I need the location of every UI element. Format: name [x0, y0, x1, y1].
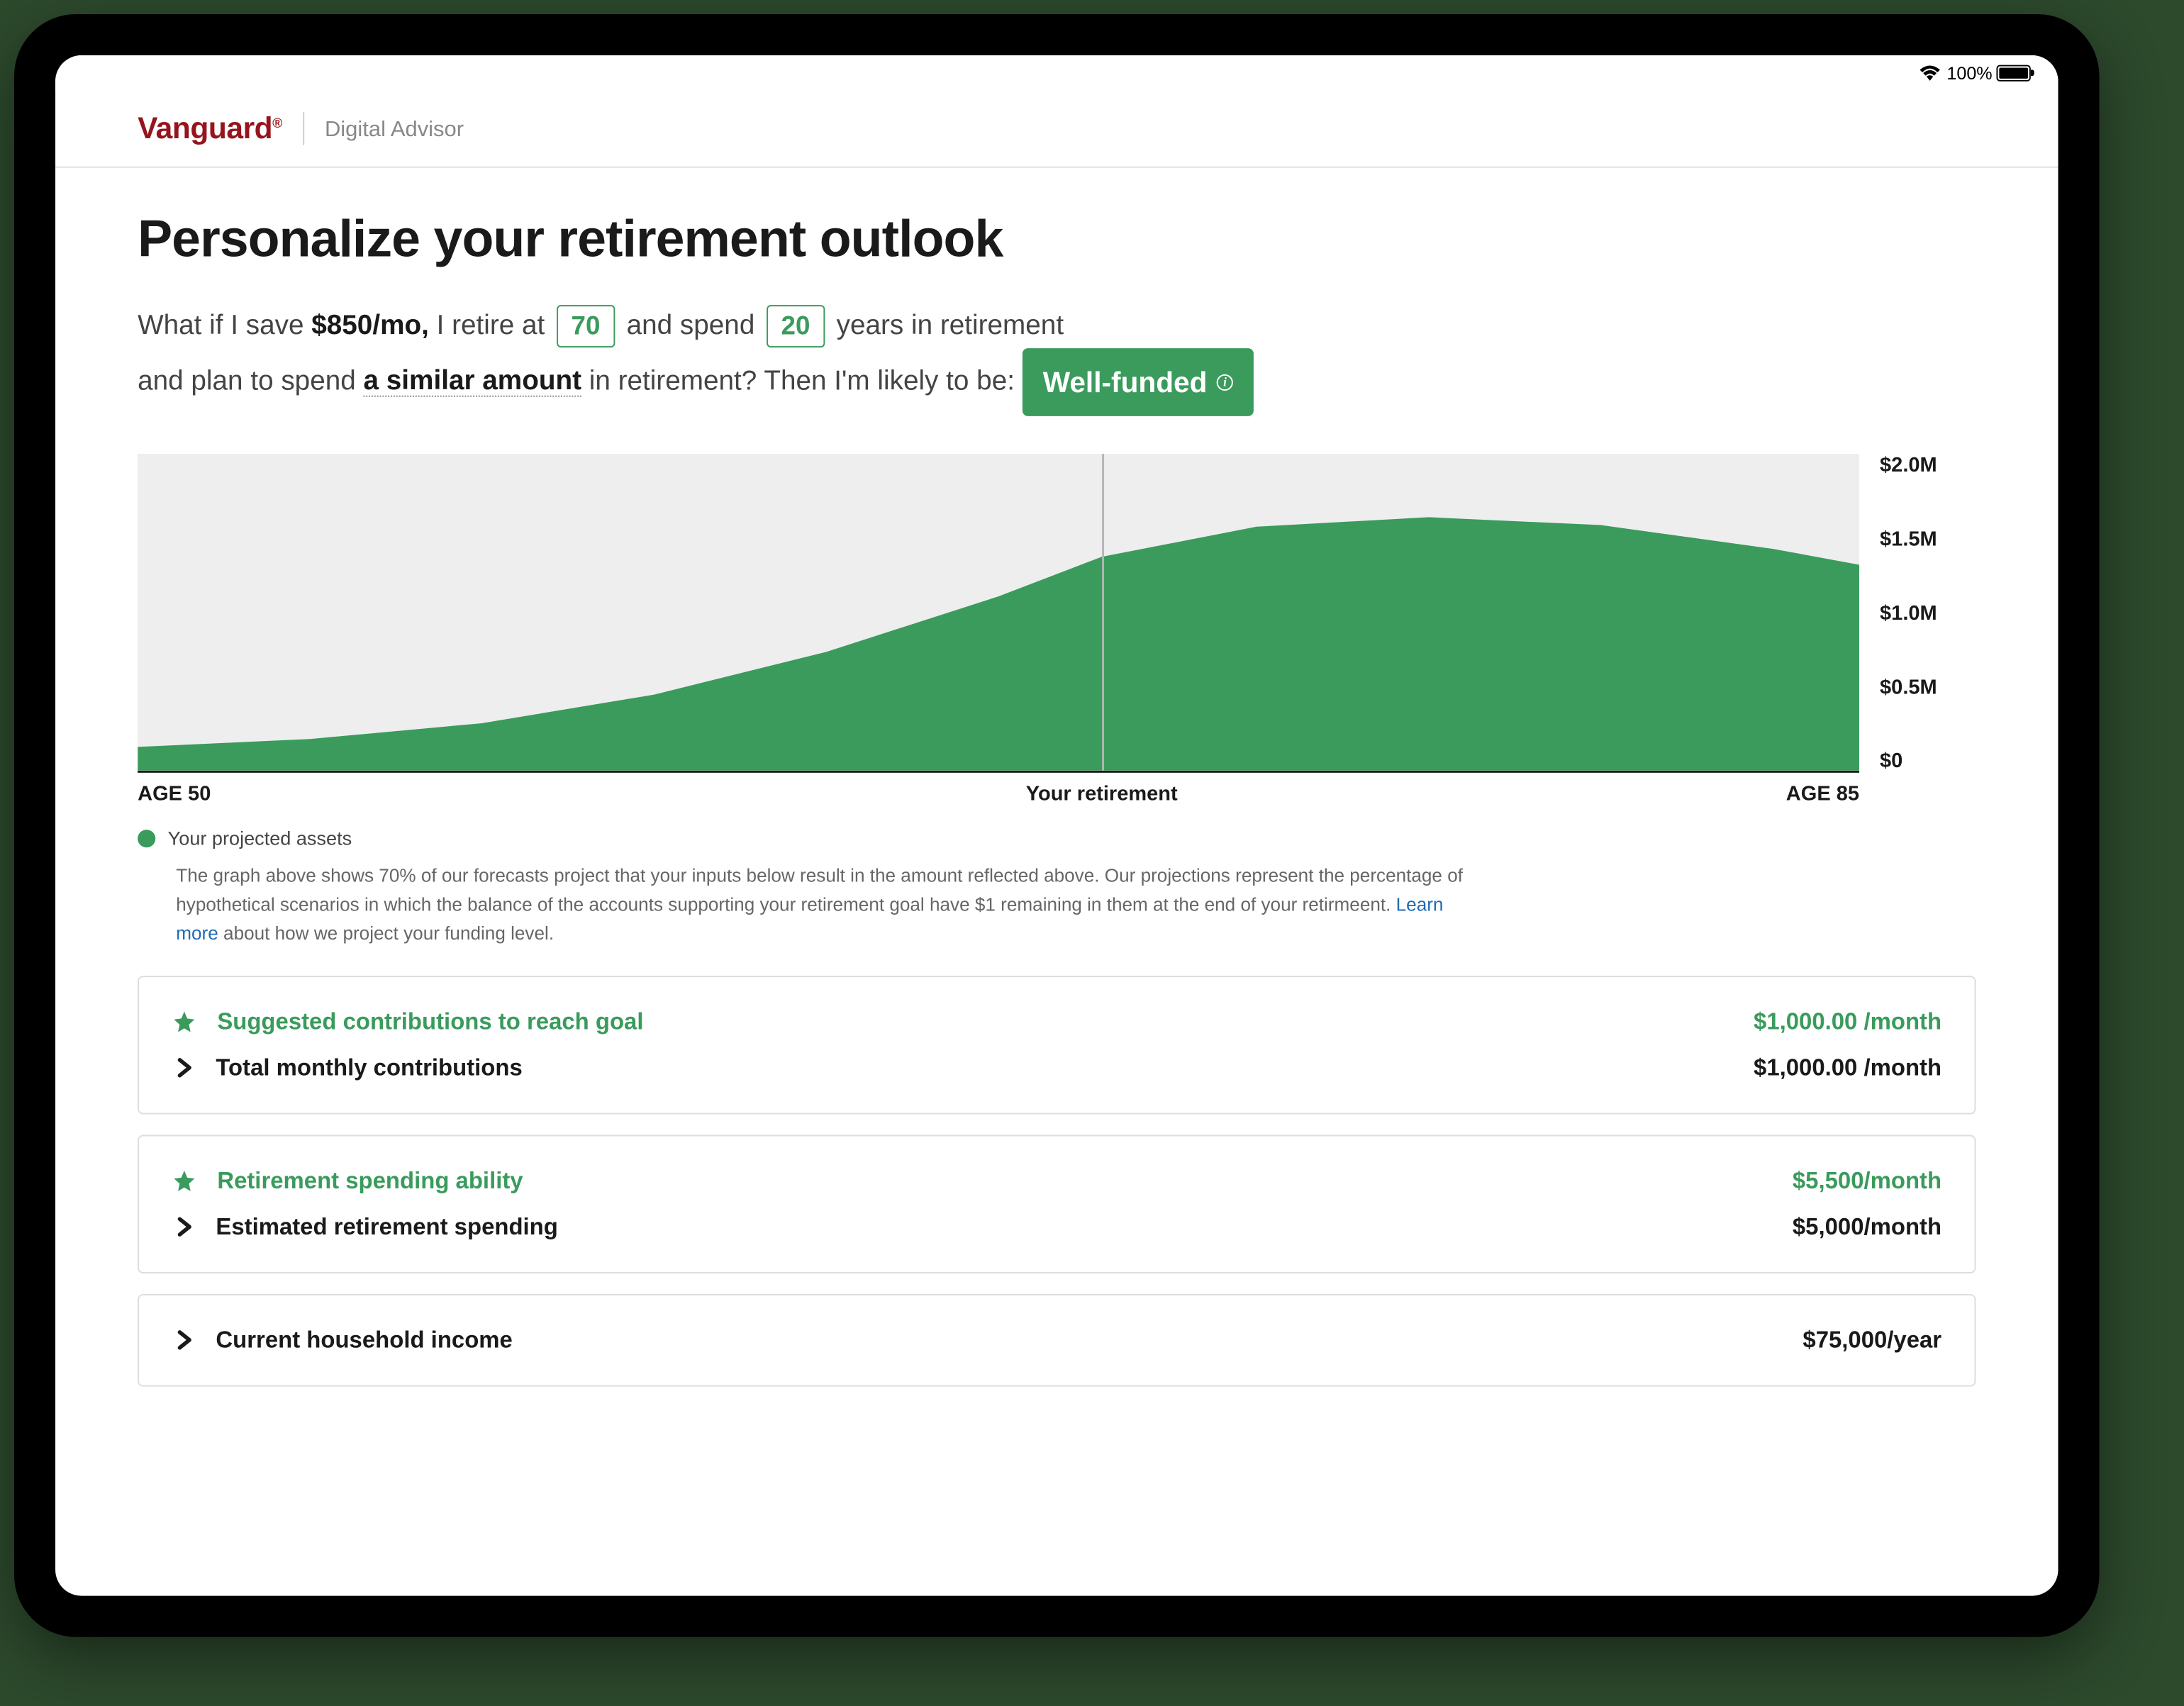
- y-tick: $1.5M: [1880, 528, 1976, 552]
- battery-text: 100%: [1946, 62, 1992, 84]
- y-tick: $1.0M: [1880, 602, 1976, 625]
- star-icon: [172, 1010, 196, 1035]
- x-start: AGE 50: [138, 783, 211, 806]
- chart-area: $2.0M $1.5M $1.0M $0.5M $0 AGE 50 Your retir…: [138, 454, 1976, 948]
- battery-icon: [1996, 65, 2030, 82]
- y-tick: $0: [1880, 749, 1976, 773]
- card-row[interactable]: Current household income $75,000/year: [172, 1317, 1941, 1364]
- projection-chart: [138, 454, 1859, 773]
- retire-age-input[interactable]: 70: [557, 306, 615, 348]
- save-amount: $850/mo,: [311, 310, 429, 340]
- card-row[interactable]: Total monthly contributions $1,000.00 /mo…: [172, 1045, 1941, 1091]
- chart-legend: Your projected assets: [138, 828, 1976, 850]
- card-row[interactable]: Estimated retirement spending $5,000/mont…: [172, 1204, 1941, 1250]
- summary-card: Current household income $75,000/year: [138, 1294, 1976, 1387]
- logo[interactable]: Vanguard®: [138, 111, 282, 145]
- status-label: Well-funded: [1043, 358, 1208, 407]
- main-content: Personalize your retirement outlook What…: [55, 168, 2058, 1596]
- retire-label: Your retirement: [1026, 783, 1178, 806]
- screen: 100% Vanguard® Digital Advisor Personali…: [55, 55, 2058, 1596]
- chevron-right-icon: [172, 1329, 195, 1352]
- disclaimer-text: The graph above shows 70% of our forecas…: [176, 862, 1479, 948]
- row-label: Retirement spending ability: [217, 1168, 523, 1195]
- wifi-icon: [1920, 66, 1940, 81]
- star-icon: [172, 1169, 196, 1193]
- scenario-sentence: What if I save $850/mo, I retire at 70 a…: [138, 301, 1976, 416]
- legend-dot-icon: [138, 830, 155, 847]
- y-axis: $2.0M $1.5M $1.0M $0.5M $0: [1859, 454, 1976, 773]
- row-value: $1,000.00 /month: [1754, 1009, 1941, 1036]
- row-value: $75,000/year: [1803, 1327, 1941, 1354]
- battery-status: 100%: [1946, 62, 2030, 84]
- card-row: Suggested contributions to reach goal $1,…: [172, 999, 1941, 1045]
- spend-amount-link[interactable]: a similar amount: [364, 366, 581, 397]
- chevron-right-icon: [172, 1057, 195, 1080]
- page-title: Personalize your retirement outlook: [138, 209, 1976, 269]
- x-axis-labels: AGE 50 Your retirement AGE 85: [138, 783, 1976, 806]
- years-input[interactable]: 20: [767, 306, 825, 348]
- x-end: AGE 85: [1786, 783, 1859, 806]
- status-bar: 100%: [55, 55, 2058, 91]
- product-name: Digital Advisor: [325, 116, 464, 142]
- y-tick: $2.0M: [1880, 454, 1976, 477]
- header: Vanguard® Digital Advisor: [55, 91, 2058, 167]
- card-row: Retirement spending ability $5,500/month: [172, 1158, 1941, 1204]
- row-label: Current household income: [216, 1327, 512, 1354]
- header-divider: [303, 112, 304, 145]
- tablet-frame: 100% Vanguard® Digital Advisor Personali…: [14, 14, 2100, 1637]
- row-label: Total monthly contributions: [216, 1054, 522, 1081]
- row-value: $5,500/month: [1793, 1168, 1941, 1195]
- row-value: $5,000/month: [1793, 1214, 1941, 1241]
- cards-container: Suggested contributions to reach goal $1,…: [138, 976, 1976, 1386]
- retirement-line: [1102, 454, 1104, 771]
- info-icon[interactable]: i: [1217, 374, 1233, 391]
- row-label: Estimated retirement spending: [216, 1214, 557, 1241]
- summary-card: Suggested contributions to reach goal $1,…: [138, 976, 1976, 1114]
- funding-status-pill[interactable]: Well-funded i: [1023, 348, 1254, 416]
- row-value: $1,000.00 /month: [1754, 1054, 1941, 1081]
- y-tick: $0.5M: [1880, 676, 1976, 699]
- row-label: Suggested contributions to reach goal: [217, 1009, 643, 1036]
- summary-card: Retirement spending ability $5,500/month E…: [138, 1134, 1976, 1273]
- chevron-right-icon: [172, 1215, 195, 1239]
- legend-label: Your projected assets: [168, 828, 352, 850]
